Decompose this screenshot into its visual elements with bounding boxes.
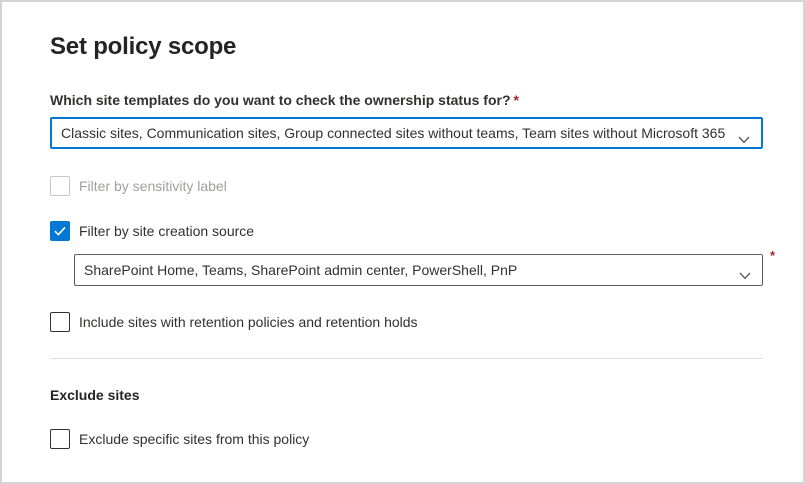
checkbox-label: Include sites with retention policies an… — [79, 314, 418, 330]
site-creation-source-dropdown-value: SharePoint Home, Teams, SharePoint admin… — [84, 262, 518, 278]
chevron-down-icon — [739, 267, 751, 283]
checkbox-label: Filter by site creation source — [79, 223, 255, 239]
checkbox-label: Exclude specific sites from this policy — [79, 431, 310, 447]
checkbox-filter-sensitivity-label: Filter by sensitivity label — [50, 176, 227, 196]
page-title: Set policy scope — [50, 33, 237, 60]
checkbox-box — [50, 176, 70, 196]
checkbox-box[interactable] — [50, 312, 70, 332]
checkbox-filter-site-creation-source[interactable]: Filter by site creation source — [50, 221, 254, 241]
site-templates-dropdown[interactable]: Classic sites, Communication sites, Grou… — [50, 117, 763, 149]
checkmark-icon — [54, 223, 66, 239]
checkbox-exclude-specific-sites[interactable]: Exclude specific sites from this policy — [50, 429, 309, 449]
required-asterisk: * — [770, 248, 776, 263]
required-asterisk: * — [513, 92, 519, 108]
checkbox-label: Filter by sensitivity label — [79, 178, 227, 194]
checkbox-box[interactable] — [50, 429, 70, 449]
site-templates-dropdown-value: Classic sites, Communication sites, Grou… — [61, 125, 729, 141]
chevron-down-icon — [738, 131, 750, 147]
checkbox-box[interactable] — [50, 221, 70, 241]
exclude-sites-heading: Exclude sites — [50, 387, 140, 403]
site-templates-question-label: Which site templates do you want to chec… — [50, 92, 519, 108]
site-creation-source-dropdown[interactable]: SharePoint Home, Teams, SharePoint admin… — [74, 254, 763, 286]
section-divider — [50, 358, 763, 359]
checkbox-include-retention-sites[interactable]: Include sites with retention policies an… — [50, 312, 418, 332]
